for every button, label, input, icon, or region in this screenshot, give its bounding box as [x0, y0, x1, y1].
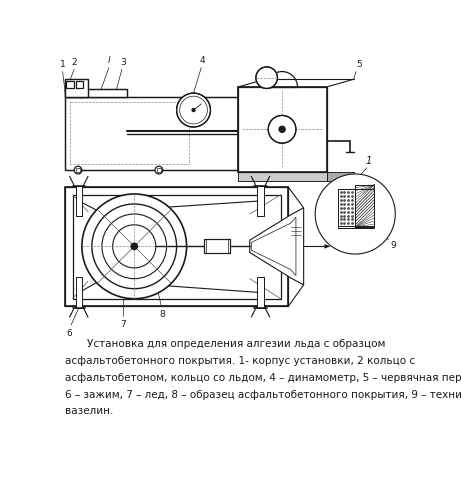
- Text: 6: 6: [67, 330, 72, 338]
- Bar: [66, 81, 74, 88]
- Bar: [238, 87, 327, 172]
- Circle shape: [279, 126, 285, 132]
- Bar: [76, 186, 82, 216]
- Text: асфальтобетоном, кольцо со льдом, 4 – динамометр, 5 – червячная передача,: асфальтобетоном, кольцо со льдом, 4 – ди…: [65, 372, 461, 382]
- Bar: [65, 97, 238, 170]
- Text: 2: 2: [71, 58, 77, 67]
- Text: 5: 5: [356, 60, 362, 69]
- Bar: [355, 184, 374, 227]
- Text: 3: 3: [120, 58, 125, 67]
- Bar: [327, 172, 354, 181]
- Bar: [257, 186, 264, 216]
- Bar: [338, 190, 355, 228]
- Bar: [65, 187, 288, 306]
- Circle shape: [192, 108, 195, 112]
- Bar: [355, 184, 374, 227]
- Bar: [65, 97, 238, 170]
- Text: Установка для определения алгезии льда с образцом: Установка для определения алгезии льда с…: [87, 338, 385, 348]
- Text: вазелин.: вазелин.: [65, 406, 113, 416]
- Text: 9: 9: [390, 241, 396, 250]
- Bar: [76, 277, 82, 308]
- Bar: [65, 187, 288, 306]
- Bar: [257, 277, 264, 308]
- Bar: [65, 79, 88, 97]
- Bar: [76, 186, 82, 216]
- Bar: [65, 90, 126, 97]
- Bar: [76, 81, 83, 88]
- Bar: [76, 277, 82, 308]
- Circle shape: [130, 242, 138, 250]
- Text: асфальтобетонного покрытия. 1- корпус установки, 2 кольцо с: асфальтобетонного покрытия. 1- корпус ус…: [65, 356, 415, 366]
- Bar: [257, 277, 264, 308]
- Bar: [65, 79, 88, 97]
- Bar: [65, 90, 126, 97]
- Bar: [327, 172, 354, 181]
- Circle shape: [268, 116, 296, 143]
- Polygon shape: [251, 217, 296, 276]
- Polygon shape: [325, 244, 331, 248]
- Bar: [204, 240, 230, 254]
- Bar: [204, 240, 230, 254]
- Polygon shape: [250, 208, 304, 285]
- Bar: [76, 168, 80, 172]
- Bar: [73, 194, 281, 298]
- Circle shape: [315, 174, 395, 254]
- Circle shape: [177, 93, 211, 127]
- Text: 8: 8: [160, 310, 165, 320]
- Text: 1: 1: [60, 60, 65, 69]
- Bar: [157, 168, 161, 172]
- Bar: [238, 172, 327, 181]
- Text: 4: 4: [200, 56, 206, 66]
- Text: 1: 1: [366, 156, 372, 166]
- Bar: [238, 87, 327, 172]
- Text: l: l: [107, 56, 110, 66]
- Circle shape: [74, 166, 82, 174]
- Bar: [70, 102, 189, 164]
- Circle shape: [82, 194, 187, 298]
- Text: 6 – зажим, 7 – лед, 8 – образец асфальтобетонного покрытия, 9 – технический: 6 – зажим, 7 – лед, 8 – образец асфальто…: [65, 390, 461, 400]
- Bar: [73, 194, 281, 298]
- Bar: [257, 186, 264, 216]
- Text: 7: 7: [120, 320, 125, 330]
- Circle shape: [256, 67, 278, 88]
- Bar: [338, 190, 355, 228]
- Circle shape: [155, 166, 163, 174]
- Bar: [76, 81, 83, 88]
- Bar: [66, 81, 74, 88]
- Bar: [238, 172, 327, 181]
